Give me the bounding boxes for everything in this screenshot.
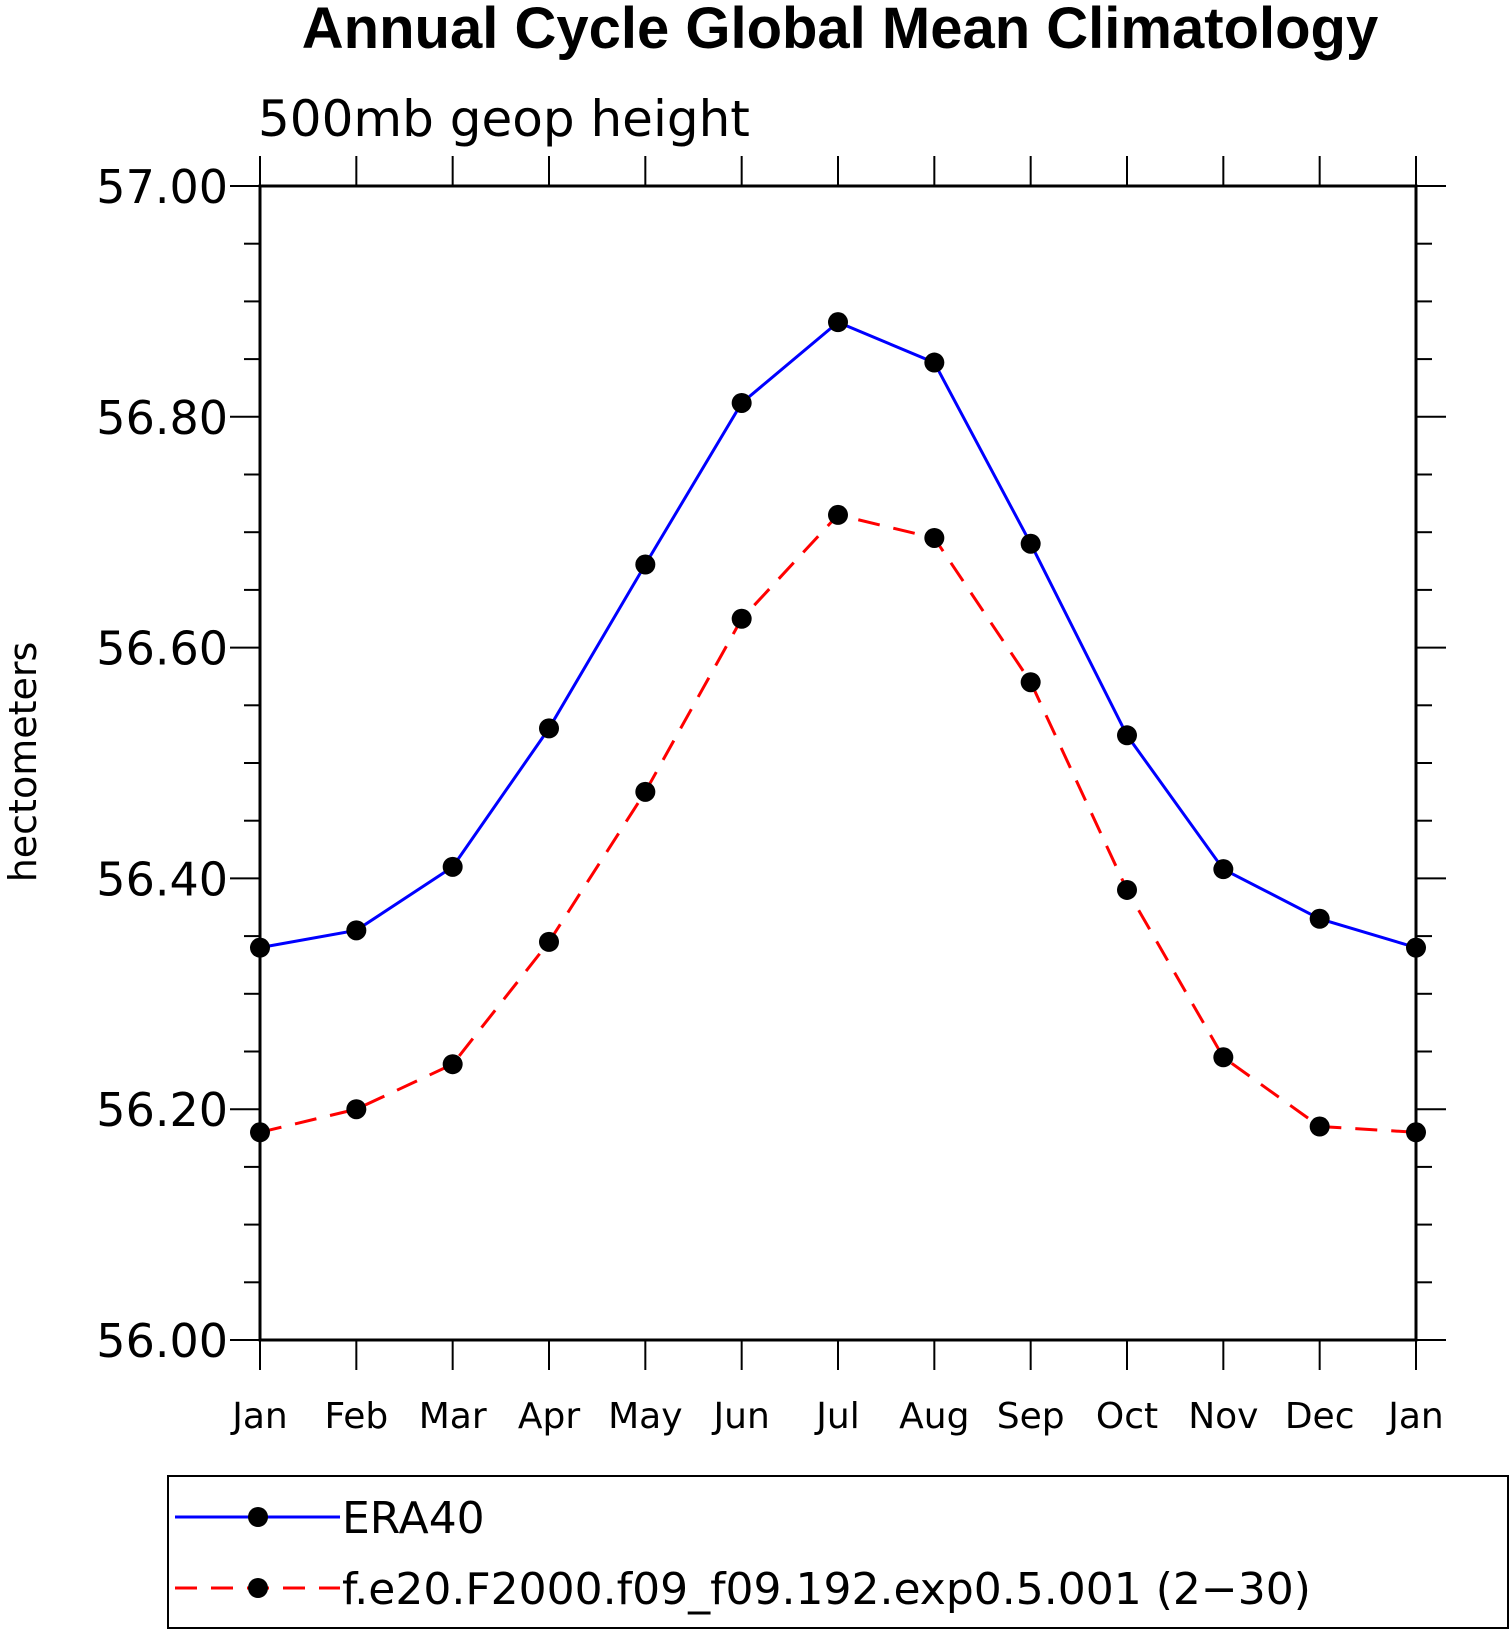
data-point bbox=[924, 527, 945, 548]
plot-frame bbox=[258, 184, 1418, 1342]
data-point bbox=[442, 1054, 463, 1075]
x-tick-label: Jan bbox=[1386, 1396, 1444, 1437]
x-tick-label: Dec bbox=[1285, 1396, 1355, 1437]
data-point bbox=[1020, 672, 1041, 693]
x-tick-label: Jul bbox=[814, 1396, 859, 1437]
y-axis-label: hectometers bbox=[1, 642, 45, 883]
data-point bbox=[346, 920, 367, 941]
data-point bbox=[828, 504, 848, 525]
x-tick-label: Aug bbox=[899, 1396, 969, 1437]
data-point bbox=[1117, 725, 1137, 746]
x-tick-label: Apr bbox=[518, 1396, 580, 1437]
data-point bbox=[924, 352, 945, 373]
y-axis: 56.00 56.20 56.40 56.60 56.80 57.00 bbox=[96, 160, 1446, 1368]
data-point bbox=[731, 392, 752, 413]
x-tick-label: Jan bbox=[230, 1396, 288, 1437]
y-tick-label: 57.00 bbox=[96, 160, 228, 214]
legend-marker-model bbox=[248, 1578, 268, 1598]
plot-area bbox=[250, 312, 1426, 1143]
data-point bbox=[635, 781, 656, 802]
chart-title: Annual Cycle Global Mean Climatology bbox=[302, 0, 1378, 61]
y-tick-label: 56.40 bbox=[96, 852, 228, 906]
legend: ERA40 f.e20.F2000.f09_f09.192.exp0.5.001… bbox=[167, 1475, 1509, 1629]
legend-label-model: f.e20.F2000.f09_f09.192.exp0.5.001 (2−30… bbox=[342, 1564, 1311, 1615]
data-point bbox=[731, 608, 752, 629]
x-axis: Jan Feb Mar Apr May Jun Jul Aug Sep Oct Nov Dec Jan bbox=[230, 156, 1444, 1437]
data-point bbox=[1309, 1116, 1330, 1137]
data-point bbox=[828, 312, 848, 333]
x-tick-label: May bbox=[608, 1396, 682, 1437]
y-tick-label: 56.20 bbox=[96, 1083, 228, 1137]
data-point bbox=[1020, 533, 1041, 554]
y-tick-label: 56.60 bbox=[96, 622, 228, 676]
x-tick-label: Sep bbox=[997, 1396, 1065, 1437]
y-tick-label: 56.00 bbox=[96, 1314, 228, 1368]
legend-box bbox=[167, 1475, 1509, 1629]
data-point bbox=[442, 856, 463, 877]
legend-marker-era40 bbox=[248, 1507, 268, 1527]
y-tick-label: 56.80 bbox=[96, 391, 228, 445]
series-line-0 bbox=[259, 320, 1417, 950]
data-point bbox=[635, 554, 656, 575]
series-line-1 bbox=[259, 513, 1417, 1134]
x-tick-label: Feb bbox=[324, 1396, 388, 1437]
data-point bbox=[1309, 908, 1330, 929]
data-point bbox=[539, 931, 559, 952]
x-tick-label: Nov bbox=[1188, 1396, 1258, 1437]
data-point bbox=[1213, 1047, 1234, 1068]
data-point bbox=[346, 1099, 367, 1120]
data-point bbox=[1117, 879, 1137, 900]
data-point bbox=[539, 718, 559, 739]
data-point bbox=[1213, 859, 1234, 880]
chart-subtitle: 500mb geop height bbox=[258, 90, 750, 148]
x-tick-label: Mar bbox=[419, 1396, 487, 1437]
x-tick-label: Jun bbox=[712, 1396, 770, 1437]
legend-label-era40: ERA40 bbox=[342, 1493, 485, 1544]
x-tick-label: Oct bbox=[1096, 1396, 1158, 1437]
